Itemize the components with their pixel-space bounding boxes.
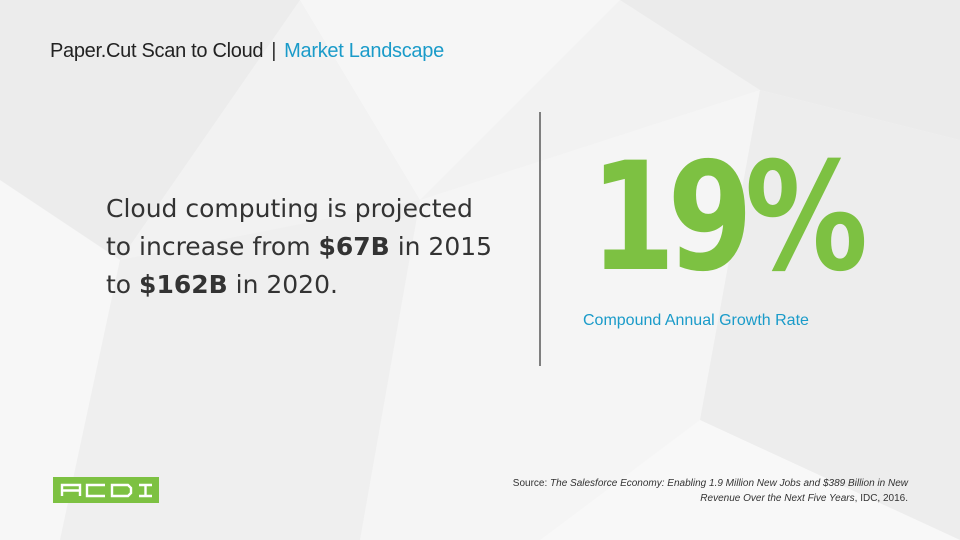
statement-line-1: Cloud computing is projected (106, 194, 473, 223)
growth-rate-caption: Compound Annual Growth Rate (583, 312, 809, 329)
source-title: The Salesforce Economy: Enabling 1.9 Mil… (550, 478, 908, 504)
vertical-divider (539, 112, 541, 366)
value-2015: $67B (318, 232, 390, 261)
source-label: Source: (512, 478, 551, 489)
title-main: Paper.Cut Scan to Cloud (50, 40, 264, 62)
statement-line-3: to $162B in 2020. (106, 266, 526, 304)
acdi-logo-mark (60, 483, 152, 498)
value-2020: $162B (139, 270, 228, 299)
source-suffix: , IDC, 2016. (854, 493, 908, 504)
statement-line-2: to increase from $67B in 2015 (106, 228, 526, 266)
title-separator: | (271, 40, 277, 62)
growth-rate-value: 19% (590, 131, 868, 305)
statement-line-2-prefix: to increase from (106, 232, 319, 261)
source-citation: Source: The Salesforce Economy: Enabling… (488, 476, 908, 506)
statement-line-3-suffix: in 2020. (227, 270, 338, 299)
projection-statement: Cloud computing is projected to increase… (106, 190, 526, 304)
statement-line-3-prefix: to (106, 270, 140, 299)
statement-line-2-suffix: in 2015 (389, 232, 493, 261)
acdi-logo (53, 477, 159, 503)
slide-title: Paper.Cut Scan to Cloud | Market Landscape (50, 40, 444, 63)
title-accent: Market Landscape (284, 40, 444, 62)
